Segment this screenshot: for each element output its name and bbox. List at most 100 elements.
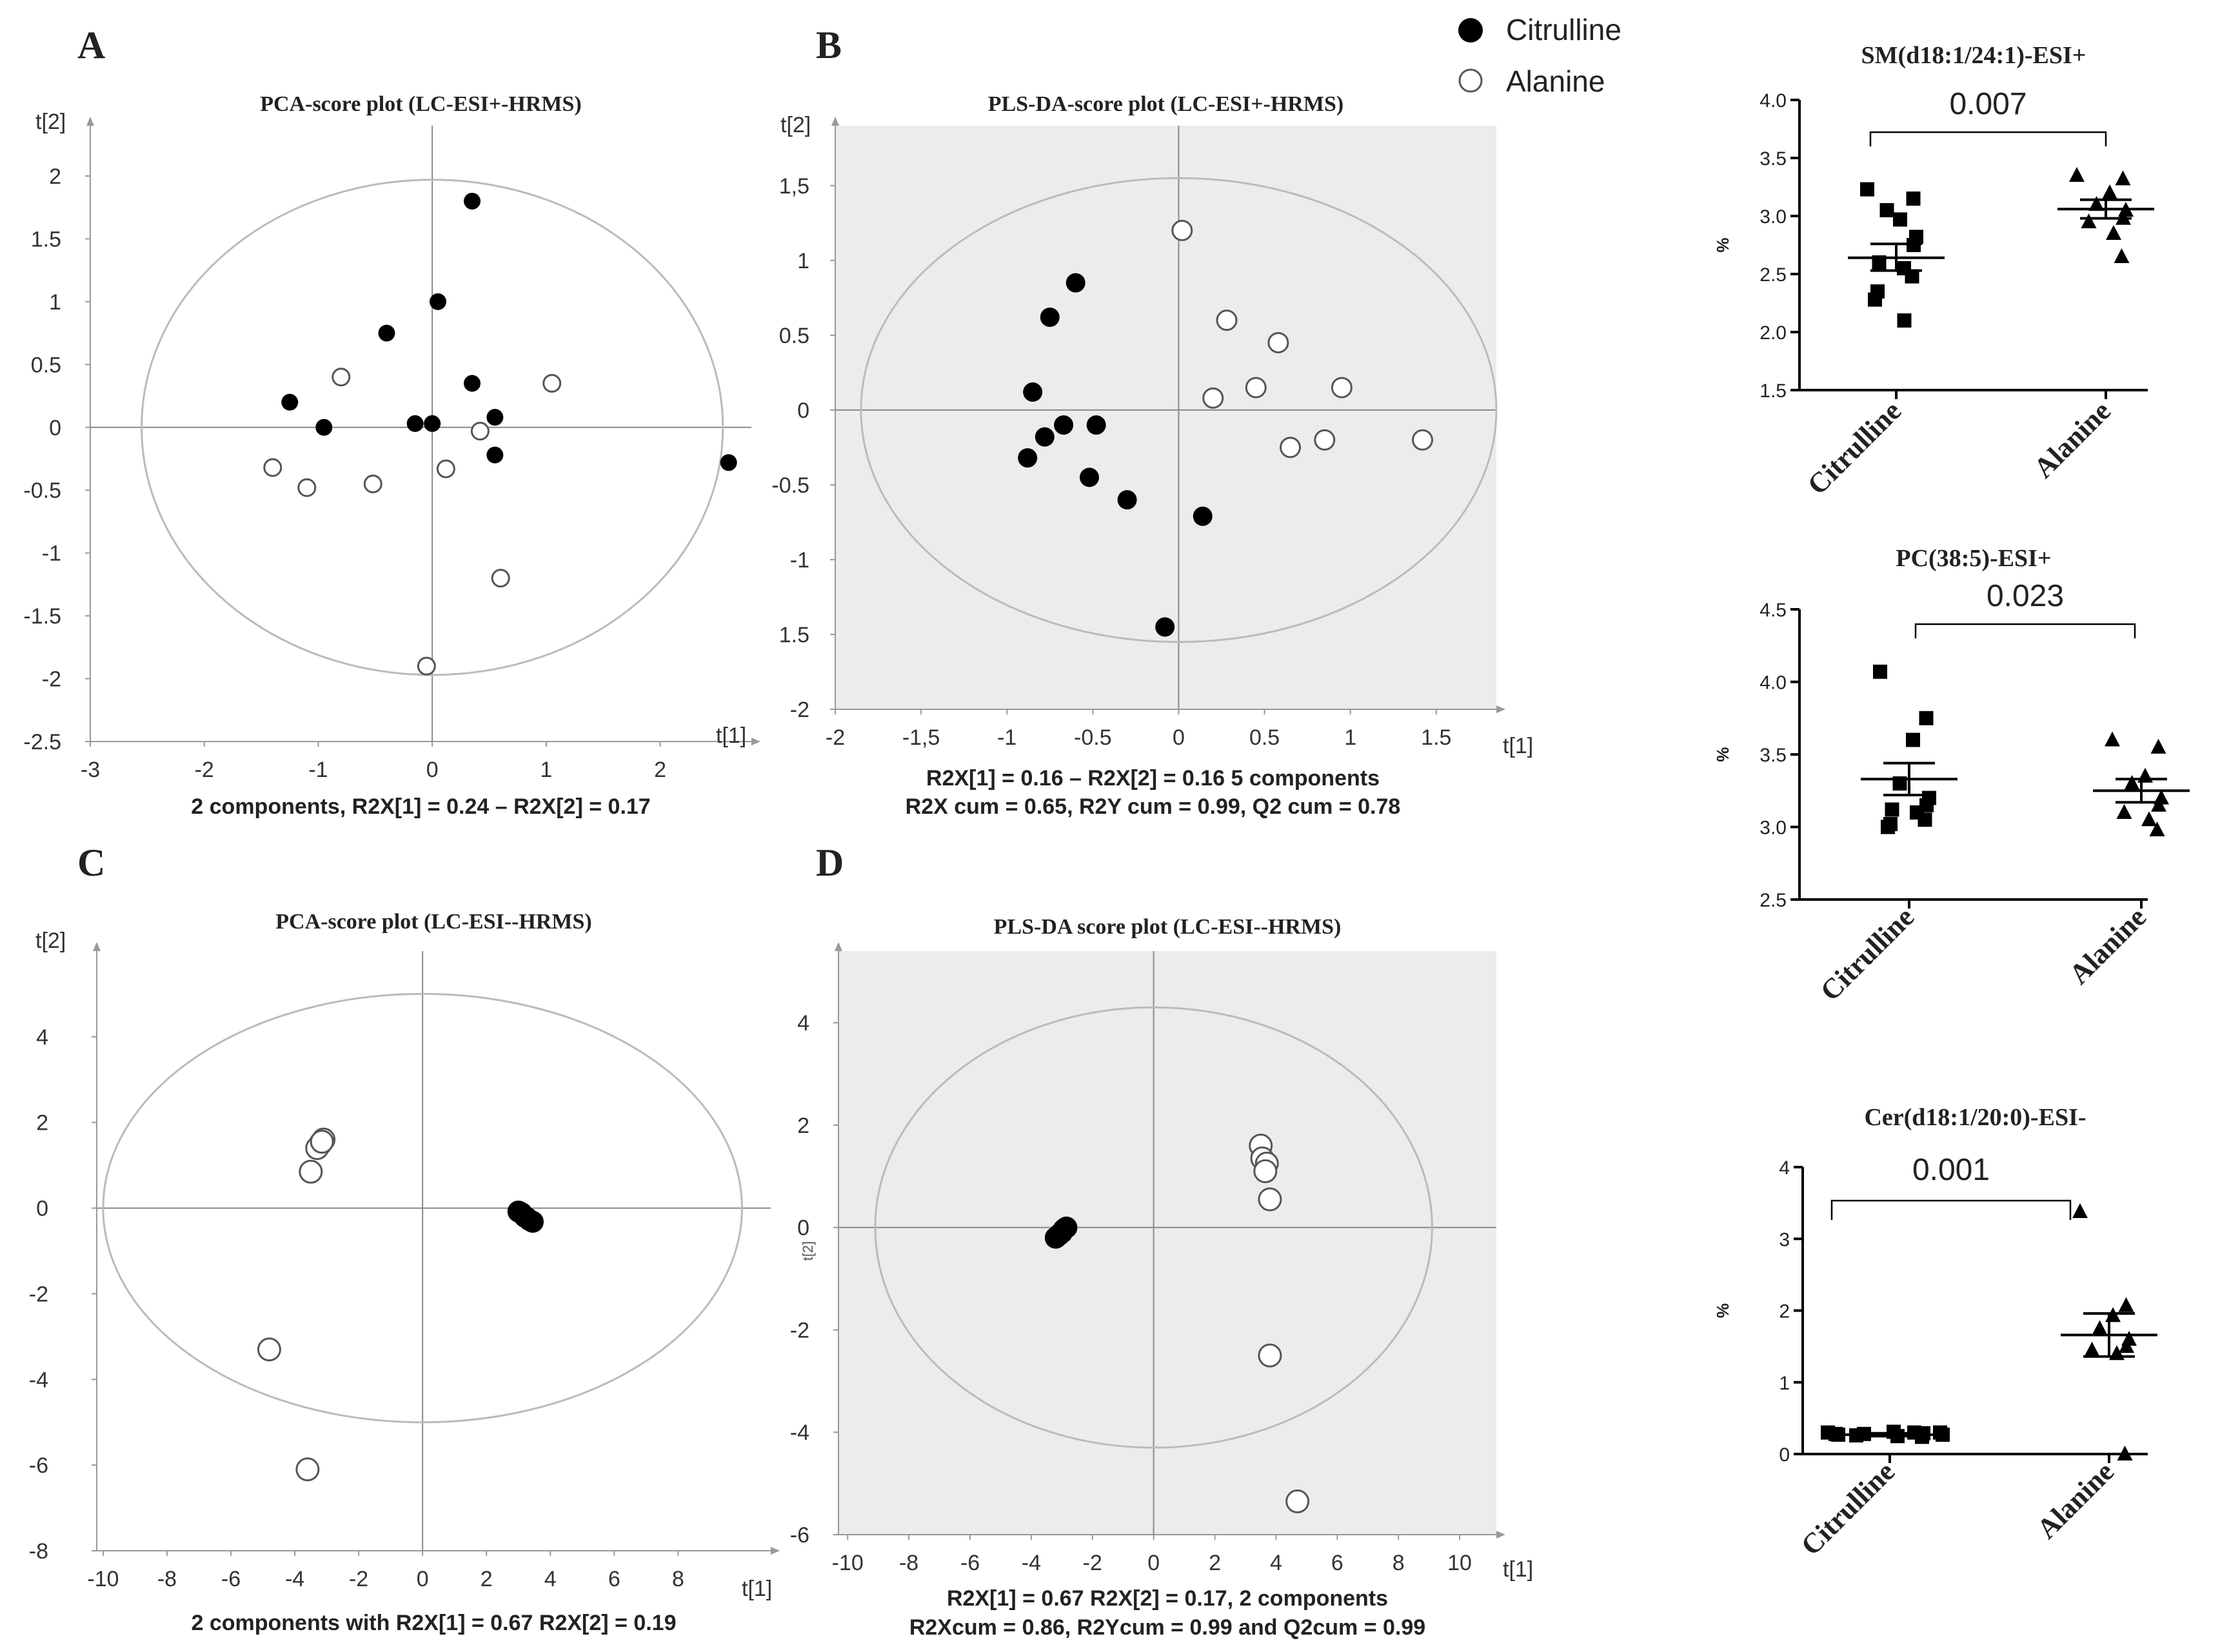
x-tick-label: 0	[417, 1567, 429, 1591]
y-tick-label: 3.0	[1759, 818, 1787, 839]
significance-bracket	[1869, 131, 2107, 146]
hotelling-ellipse	[860, 177, 1498, 644]
data-point-alanine	[2118, 1297, 2134, 1312]
data-point-alanine	[2151, 796, 2166, 812]
data-point-citrulline	[1040, 308, 1060, 328]
y-axis-label: %	[1713, 747, 1732, 762]
y-tick-label: -6	[790, 1523, 809, 1548]
y-tick-label: 0	[49, 416, 61, 440]
p-value-label: 0.001	[1912, 1153, 1990, 1187]
y-tick-label: -1	[42, 542, 61, 566]
hotelling-ellipse	[102, 992, 743, 1424]
x-axis-label: t[1]	[1503, 734, 1533, 758]
y-tick-label: 2	[1779, 1301, 1790, 1323]
y-axis-arrow	[86, 117, 94, 126]
data-point-citrulline	[1117, 490, 1137, 510]
y-tick-label: -2.5	[23, 730, 61, 754]
data-point-alanine	[2149, 821, 2165, 836]
y-tick-label: -2	[42, 667, 61, 692]
hotelling-ellipse	[874, 1006, 1433, 1449]
x-tick-label: 6	[1331, 1551, 1343, 1575]
category-label: Citrulline	[1795, 1455, 1901, 1561]
panel-letter: C	[77, 841, 105, 884]
x-axis-arrow	[771, 1547, 780, 1555]
significance-bracket	[1914, 623, 2136, 638]
data-point-alanine	[2081, 213, 2097, 228]
caption-line: R2Xcum = 0.86, R2Ycum = 0.99 and Q2cum =…	[909, 1615, 1425, 1640]
data-point-citrulline	[1860, 182, 1874, 197]
x-tick-label: 10	[1447, 1551, 1472, 1575]
y-tick-label: 2	[36, 1111, 48, 1136]
y-axis-label: t[2]	[35, 110, 66, 134]
caption-line: 2 components with R2X[1] = 0.67 R2X[2] =…	[191, 1611, 676, 1635]
plot-background	[838, 951, 1496, 1535]
data-point-alanine	[2105, 731, 2120, 747]
dot-plot-title: SM(d18:1/24:1)-ESI+	[1861, 42, 2086, 69]
data-point-citrulline	[1018, 448, 1038, 468]
data-point-alanine	[2084, 1341, 2100, 1357]
data-point-alanine	[1331, 377, 1353, 398]
data-point-citrulline	[1193, 506, 1213, 526]
data-point-citrulline	[1065, 273, 1085, 293]
y-tick-label: 0.5	[31, 353, 61, 377]
data-point-alanine	[1258, 1187, 1282, 1212]
data-point-citrulline	[1918, 812, 1932, 827]
data-point-citrulline	[378, 324, 395, 342]
y-tick-label: 3	[1779, 1229, 1790, 1250]
y-tick-label: 0	[36, 1197, 48, 1221]
data-point-alanine	[363, 474, 382, 493]
x-tick-label: -6	[221, 1567, 241, 1591]
y-axis-label: %	[1713, 1303, 1732, 1318]
caption-line: 2 components, R2X[1] = 0.24 – R2X[2] = 0…	[191, 794, 650, 819]
data-point-citrulline	[1049, 1223, 1071, 1245]
x-axis-label: t[1]	[1503, 1557, 1533, 1582]
data-point-citrulline	[1035, 427, 1055, 447]
legend-marker-citrulline	[1458, 18, 1483, 43]
y-tick-label: -2	[790, 1318, 809, 1342]
y-tick-label: 1	[49, 290, 61, 315]
data-point-alanine	[2141, 811, 2157, 827]
x-axis-arrow	[1496, 705, 1505, 713]
data-point-alanine	[2069, 167, 2085, 182]
p-value-label: 0.007	[1949, 87, 2027, 121]
data-point-alanine	[2115, 170, 2131, 186]
x-tick-label: 2	[654, 758, 666, 782]
data-point-citrulline	[1893, 212, 1907, 227]
x-tick-label: 0	[1147, 1551, 1160, 1575]
data-point-citrulline	[486, 446, 504, 464]
score-plot-b: B PLS-DA-score plot (LC-ESI+-HRMS) -2 -1,5 -…	[771, 24, 1533, 819]
plot-title: PLS-DA score plot (LC-ESI--HRMS)	[994, 915, 1342, 939]
y-tick-label: -4	[29, 1368, 48, 1392]
plot-title: PCA-score plot (LC-ESI--HRMS)	[275, 910, 591, 934]
p-value-label: 0.023	[1987, 579, 2064, 613]
y-tick-label: 4	[1779, 1157, 1790, 1179]
x-axis-label: t[1]	[742, 1577, 772, 1601]
y-axis-arrow	[93, 942, 101, 951]
y-axis-label: t[2]	[800, 1241, 816, 1261]
data-point-alanine	[417, 656, 436, 676]
significance-bracket	[1830, 1199, 2072, 1220]
panel-letter: D	[816, 841, 844, 884]
data-point-alanine	[1216, 310, 1238, 331]
y-tick-label: 4.0	[1759, 90, 1787, 112]
y-tick-label: 4.5	[1759, 600, 1787, 621]
data-point-citrulline	[1881, 820, 1895, 834]
y-tick-label: -2	[29, 1282, 48, 1306]
x-tick-label: -6	[960, 1551, 980, 1575]
y-tick-label: 4	[36, 1025, 48, 1050]
data-point-citrulline	[1906, 733, 1920, 747]
data-point-alanine	[1285, 1489, 1310, 1513]
data-point-alanine	[436, 459, 455, 478]
y-tick-label: -2	[790, 698, 809, 722]
data-point-alanine	[2150, 738, 2166, 754]
y-axis-arrow	[835, 942, 842, 951]
y-tick-label: -6	[29, 1453, 48, 1478]
data-point-citrulline	[1086, 415, 1106, 435]
x-axis-arrow	[1496, 1531, 1505, 1539]
category-label: Alanine	[2063, 901, 2152, 990]
x-tick-label: -3	[81, 758, 100, 782]
legend: Citrulline Alanine	[1458, 13, 1621, 98]
data-point-alanine	[332, 368, 351, 387]
